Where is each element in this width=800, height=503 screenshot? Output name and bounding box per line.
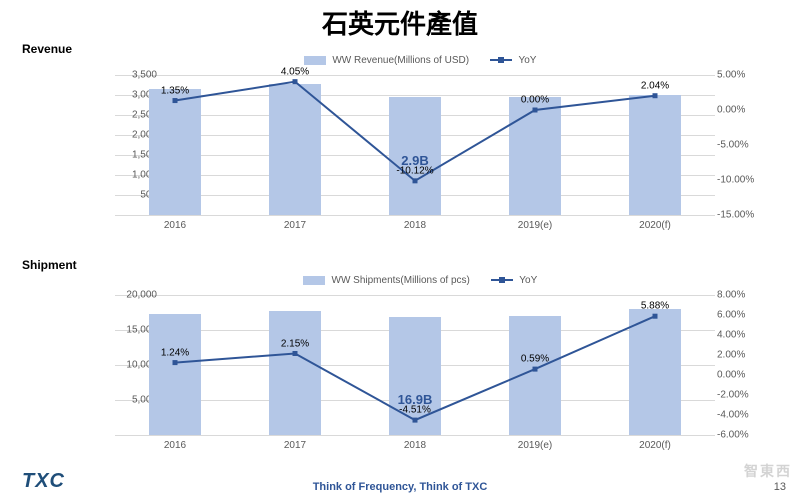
plot-area: -5001,0001,5002,0002,5003,0003,500-15.00… <box>115 75 715 216</box>
x-tick: 2019(e) <box>518 440 552 451</box>
section-label-shipment: Shipment <box>22 258 77 272</box>
x-tick: 2019(e) <box>518 220 552 231</box>
legend-line-label: YoY <box>519 275 537 286</box>
point-label: 1.35% <box>161 85 189 96</box>
y2-tick: 4.00% <box>717 330 767 341</box>
shipment-chart: WW Shipments(Millions of pcs) YoY -5,000… <box>70 275 760 455</box>
page-number: 13 <box>774 481 786 493</box>
x-tick: 2017 <box>284 440 306 451</box>
point-label: 5.88% <box>641 301 669 312</box>
point-label: 1.24% <box>161 347 189 358</box>
plot-area: -5,00010,00015,00020,000-6.00%-4.00%-2.0… <box>115 295 715 436</box>
legend-bar-label: WW Revenue(Millions of USD) <box>332 55 469 66</box>
y2-tick: 8.00% <box>717 290 767 301</box>
x-tick: 2016 <box>164 440 186 451</box>
legend: WW Revenue(Millions of USD) YoY <box>70 55 760 66</box>
y2-tick: 0.00% <box>717 370 767 381</box>
x-tick: 2018 <box>404 440 426 451</box>
y2-tick: 2.00% <box>717 350 767 361</box>
point-label: 0.00% <box>521 95 549 106</box>
section-label-revenue: Revenue <box>22 42 72 56</box>
x-tick: 2016 <box>164 220 186 231</box>
point-label: 2.04% <box>641 80 669 91</box>
tagline: Think of Frequency, Think of TXC <box>0 481 800 493</box>
y2-tick: 6.00% <box>717 310 767 321</box>
callout-label: 16.9B <box>398 392 433 407</box>
page-title: 石英元件產值 <box>0 4 800 41</box>
callout-label: 2.9B <box>401 153 428 168</box>
legend-line-swatch <box>490 59 512 61</box>
y2-tick: -15.00% <box>717 210 767 221</box>
legend-bar-swatch <box>304 56 326 65</box>
point-label: 0.59% <box>521 354 549 365</box>
y2-tick: -2.00% <box>717 390 767 401</box>
line-series <box>115 75 715 215</box>
x-tick: 2017 <box>284 220 306 231</box>
y2-tick: 0.00% <box>717 105 767 116</box>
revenue-chart: WW Revenue(Millions of USD) YoY -5001,00… <box>70 55 760 235</box>
y2-tick: -10.00% <box>717 175 767 186</box>
x-tick: 2018 <box>404 220 426 231</box>
point-label: 4.05% <box>281 66 309 77</box>
gridline <box>115 435 715 436</box>
legend-bar-label: WW Shipments(Millions of pcs) <box>332 275 470 286</box>
y2-tick: 5.00% <box>717 70 767 81</box>
y2-tick: -6.00% <box>717 430 767 441</box>
y2-tick: -4.00% <box>717 410 767 421</box>
legend-line-swatch <box>491 279 513 281</box>
x-tick: 2020(f) <box>639 220 671 231</box>
legend-line-label: YoY <box>518 55 536 66</box>
watermark: 智東西 <box>744 461 792 481</box>
x-tick: 2020(f) <box>639 440 671 451</box>
point-label: 2.15% <box>281 338 309 349</box>
legend: WW Shipments(Millions of pcs) YoY <box>70 275 760 286</box>
legend-bar-swatch <box>303 276 325 285</box>
gridline <box>115 215 715 216</box>
page: 石英元件產值 Revenue Shipment WW Revenue(Milli… <box>0 0 800 503</box>
y2-tick: -5.00% <box>717 140 767 151</box>
